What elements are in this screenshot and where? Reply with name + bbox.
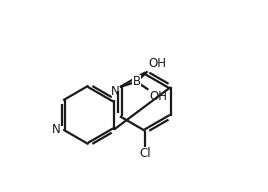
Text: N: N <box>111 85 119 98</box>
Text: B: B <box>133 75 141 88</box>
Text: Cl: Cl <box>140 147 151 161</box>
Text: OH: OH <box>148 57 166 70</box>
Text: N: N <box>52 123 60 136</box>
Text: OH: OH <box>149 90 167 103</box>
